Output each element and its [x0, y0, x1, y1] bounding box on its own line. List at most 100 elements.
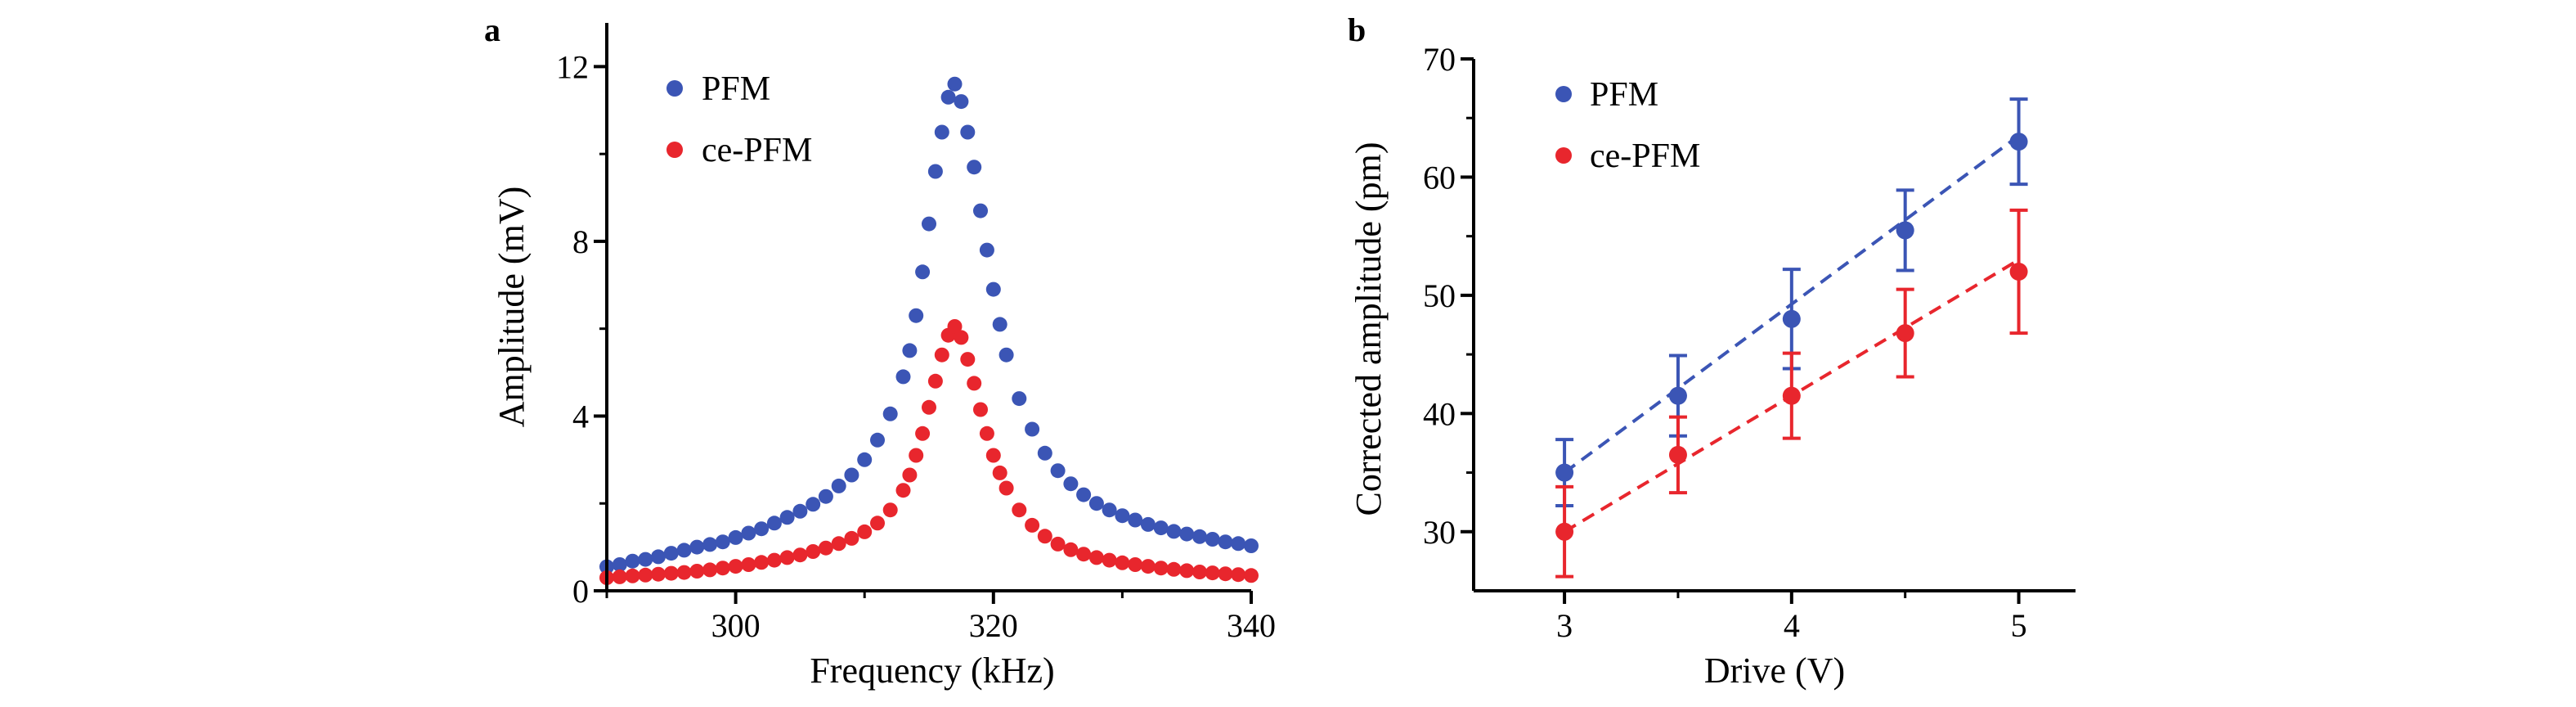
- panel-a-point-pfm-45: [1076, 487, 1092, 502]
- panel-a-point-pfm-18: [831, 478, 846, 493]
- panel-a-point-ce-pfm-9: [715, 561, 730, 576]
- panel-b-marks: [1555, 97, 2028, 579]
- panel-a-point-ce-pfm-56: [1218, 566, 1233, 582]
- panel-a-point-pfm-23: [895, 369, 911, 385]
- panel-a-ticks: 0 4 8 12 300 320 340: [556, 48, 1276, 644]
- panel-a-point-ce-pfm-39: [999, 480, 1014, 496]
- panel-a-y-tick-label-0: 0: [572, 573, 589, 610]
- panel-a-point-pfm-24: [902, 343, 918, 358]
- panel-a-legend: PFM ce-PFM: [666, 70, 812, 169]
- panel-a-point-ce-pfm-21: [870, 516, 885, 531]
- panel-a-point-ce-pfm-10: [728, 559, 743, 574]
- panel-a-x-tick-label-320: 320: [969, 607, 1018, 644]
- panel-a-point-pfm-8: [702, 537, 718, 552]
- panel-a-point-ce-pfm-8: [702, 562, 718, 578]
- panel-a-point-ce-pfm-53: [1179, 563, 1195, 579]
- panel-a-point-ce-pfm-28: [927, 373, 943, 389]
- panel-b-y-axis-title: Corrected amplitude (pm): [1349, 142, 1389, 516]
- panel-a-point-pfm-37: [985, 281, 1001, 297]
- panel-b: b 30 40 50 60 70 3 4 5 Drive (V) Corrected ampl…: [1348, 11, 2076, 691]
- panel-a-point-pfm-28: [927, 164, 943, 179]
- panel-a-point-ce-pfm-19: [844, 530, 859, 546]
- panel-a-point-pfm-27: [922, 216, 936, 232]
- panel-a-point-pfm-54: [1192, 529, 1207, 544]
- panel-a-point-ce-pfm-51: [1153, 561, 1169, 576]
- panel-a-marks: [599, 76, 1259, 585]
- panel-a-x-axis-title: Frequency (kHz): [810, 651, 1054, 691]
- panel-a-point-pfm-48: [1115, 508, 1130, 524]
- panel-a-point-pfm-47: [1102, 502, 1117, 518]
- panel-a-point-ce-pfm-4: [651, 566, 666, 582]
- panel-b-x-tick-label-5: 5: [2011, 607, 2027, 644]
- panel-a-point-ce-pfm-57: [1231, 567, 1246, 583]
- panel-a-point-pfm-41: [1025, 421, 1040, 437]
- panel-a-point-ce-pfm-24: [902, 467, 918, 483]
- panel-a-point-ce-pfm-44: [1063, 542, 1079, 557]
- panel-a-y-tick-label-8: 8: [572, 223, 589, 260]
- panel-a-point-pfm-4: [651, 549, 666, 565]
- panel-a-y-tick-label-12: 12: [556, 48, 589, 85]
- panel-b-axes: [1472, 59, 2076, 592]
- panel-a-axes: [605, 23, 1251, 592]
- panel-b-y-tick-label-60: 60: [1423, 159, 1456, 196]
- panel-a-point-ce-pfm-5: [663, 565, 679, 581]
- panel-a-point-ce-pfm-17: [818, 540, 833, 556]
- panel-b-point-pfm-3: [1896, 221, 1914, 240]
- panel-a-point-pfm-52: [1166, 524, 1182, 539]
- panel-a-point-ce-pfm-32: [954, 330, 969, 345]
- panel-a-point-pfm-1: [612, 557, 627, 572]
- panel-a-point-ce-pfm-11: [741, 557, 756, 572]
- panel-a-point-ce-pfm-26: [915, 426, 931, 441]
- panel-a-point-pfm-6: [676, 543, 692, 558]
- panel-a-point-ce-pfm-20: [857, 524, 873, 539]
- panel-a-point-ce-pfm-36: [979, 426, 994, 441]
- panel-b-point-pfm-0: [1555, 463, 1574, 482]
- panel-a-point-pfm-9: [715, 534, 730, 550]
- panel-a-point-pfm-33: [960, 124, 976, 140]
- panel-b-y-tick-label-40: 40: [1423, 395, 1456, 432]
- panel-a-point-ce-pfm-47: [1102, 552, 1117, 568]
- panel-a-point-pfm-12: [754, 521, 770, 537]
- panel-a-point-ce-pfm-50: [1140, 559, 1156, 574]
- panel-a-legend-marker-pfm: [666, 80, 683, 97]
- panel-a-point-pfm-36: [979, 242, 994, 258]
- panel-a-point-ce-pfm-43: [1050, 536, 1066, 552]
- panel-a-point-pfm-11: [741, 525, 756, 541]
- panel-a-point-ce-pfm-52: [1166, 561, 1182, 577]
- panel-a-point-pfm-7: [689, 539, 705, 555]
- panel-a-point-pfm-16: [806, 497, 821, 512]
- panel-a-point-ce-pfm-1: [612, 569, 627, 584]
- panel-a-point-pfm-21: [870, 432, 885, 448]
- panel-a-point-ce-pfm-23: [895, 483, 911, 498]
- panel-a-point-pfm-46: [1088, 496, 1104, 511]
- panel-b-legend: PFM ce-PFM: [1555, 76, 1700, 175]
- panel-a-point-pfm-13: [766, 516, 782, 531]
- panel-a-point-pfm-31: [947, 76, 963, 92]
- panel-a-point-ce-pfm-14: [779, 550, 795, 565]
- panel-b-x-tick-label-3: 3: [1556, 607, 1573, 644]
- panel-a-point-ce-pfm-7: [689, 564, 705, 579]
- panel-a-point-ce-pfm-16: [806, 544, 821, 559]
- panel-b-point-pfm-4: [2009, 133, 2028, 151]
- panel-a-point-pfm-32: [954, 94, 969, 110]
- panel-a-point-pfm-56: [1218, 534, 1233, 550]
- panel-a-point-ce-pfm-45: [1076, 547, 1092, 562]
- panel-a-point-pfm-2: [625, 553, 640, 569]
- panel-a-legend-label-pfm: PFM: [702, 70, 770, 108]
- panel-a-point-ce-pfm-37: [985, 448, 1001, 463]
- panel-a-point-ce-pfm-49: [1128, 557, 1143, 572]
- panel-a-point-ce-pfm-18: [831, 536, 846, 552]
- panel-b-point-ce-pfm-2: [1782, 386, 1801, 405]
- panel-b-ticks: 30 40 50 60 70 3 4 5: [1423, 41, 2027, 644]
- panel-a-point-pfm-14: [779, 510, 795, 525]
- panel-a-point-pfm-38: [992, 317, 1008, 332]
- panel-a-legend-label-ce-pfm: ce-PFM: [702, 132, 812, 169]
- panel-a-point-ce-pfm-42: [1037, 529, 1052, 544]
- panel-a-point-pfm-17: [818, 489, 833, 504]
- panel-b-point-ce-pfm-4: [2009, 263, 2028, 281]
- panel-a-point-pfm-40: [1012, 391, 1027, 407]
- panel-a-legend-marker-ce-pfm: [666, 142, 683, 158]
- panel-b-x-axis-title: Drive (V): [1704, 651, 1845, 691]
- panel-a-point-pfm-19: [844, 467, 859, 483]
- panel-a-point-pfm-22: [882, 406, 898, 421]
